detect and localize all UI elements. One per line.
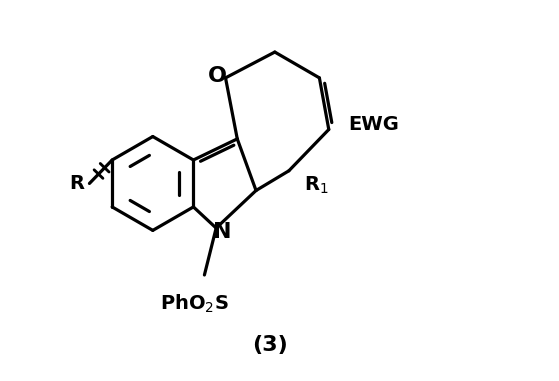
Text: PhO$_2$S: PhO$_2$S (160, 293, 229, 315)
Text: R: R (69, 174, 84, 193)
Text: O: O (207, 66, 226, 85)
Text: (3): (3) (252, 335, 288, 355)
Text: EWG: EWG (348, 115, 399, 134)
Text: R$_1$: R$_1$ (304, 175, 329, 197)
Text: N: N (212, 222, 231, 242)
